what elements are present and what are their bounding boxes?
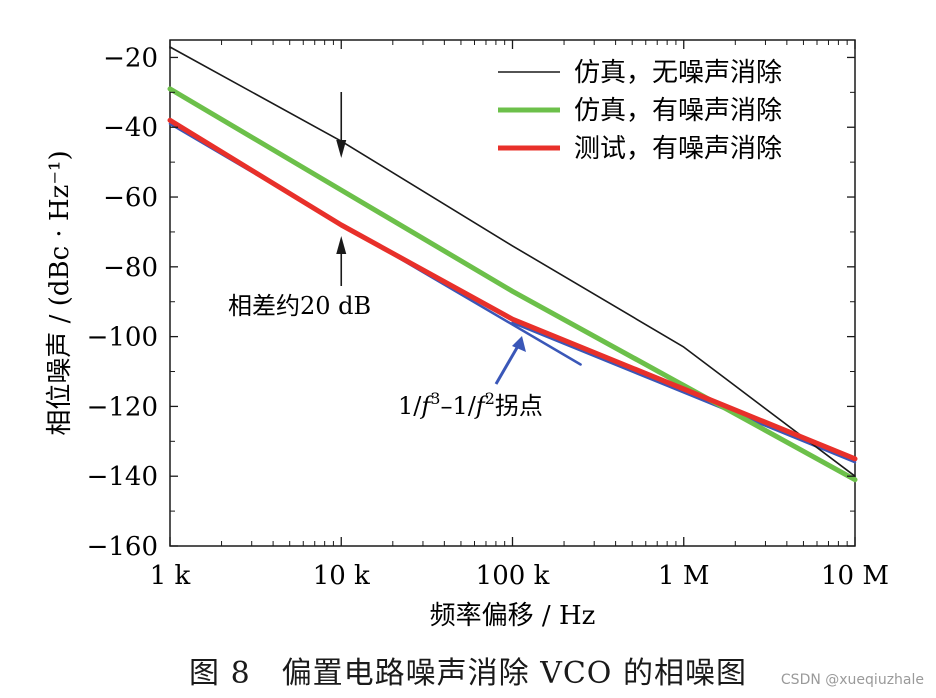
y-tick-label: −120	[87, 392, 158, 422]
knee-arrow-head	[512, 336, 526, 352]
y-tick-label: −40	[103, 113, 158, 143]
watermark: CSDN @xueqiuzhale	[780, 672, 924, 688]
y-tick-label: −20	[103, 43, 158, 73]
figure-caption: 图 8 偏置电路噪声消除 VCO 的相噪图	[189, 656, 747, 691]
series-layer	[167, 46, 858, 483]
knee-arrow-shaft	[494, 345, 520, 385]
legend-label: 仿真，有噪声消除	[574, 96, 782, 126]
x-tick-label: 100 k	[476, 561, 550, 591]
legend-label: 测试，有噪声消除	[574, 134, 782, 164]
asymptote-line-2	[511, 321, 857, 464]
series-line-measured	[167, 117, 858, 462]
x-tick-label: 1 M	[658, 561, 709, 591]
y-tick-label: −100	[87, 323, 158, 353]
annotation-20db: 相差约20 dB	[228, 292, 371, 320]
x-tick-label: 10 k	[313, 561, 370, 591]
y-axis-title: 相位噪声 / (dBc · Hz⁻¹)	[45, 150, 75, 435]
y-tick-label: −60	[103, 183, 158, 213]
series-line-sim-cancel	[167, 86, 858, 483]
x-axis-title: 频率偏移 / Hz	[430, 601, 596, 631]
series-line-sim-no-cancel	[169, 46, 856, 478]
y-tick-label: −160	[87, 532, 158, 562]
annotations: 相差约20 dB 1/f3–1/f2拐点	[228, 92, 543, 420]
y-tick-label: −80	[103, 253, 158, 283]
y-tick-label: −140	[87, 462, 158, 492]
legend-label: 仿真，无噪声消除	[574, 58, 782, 88]
x-tick-label: 10 M	[821, 561, 889, 591]
gap-arrow-bottom-head	[336, 236, 347, 254]
gap-arrow-top-head	[336, 140, 347, 158]
x-tick-label: 1 k	[150, 561, 191, 591]
annotation-knee: 1/f3–1/f2拐点	[398, 389, 543, 420]
